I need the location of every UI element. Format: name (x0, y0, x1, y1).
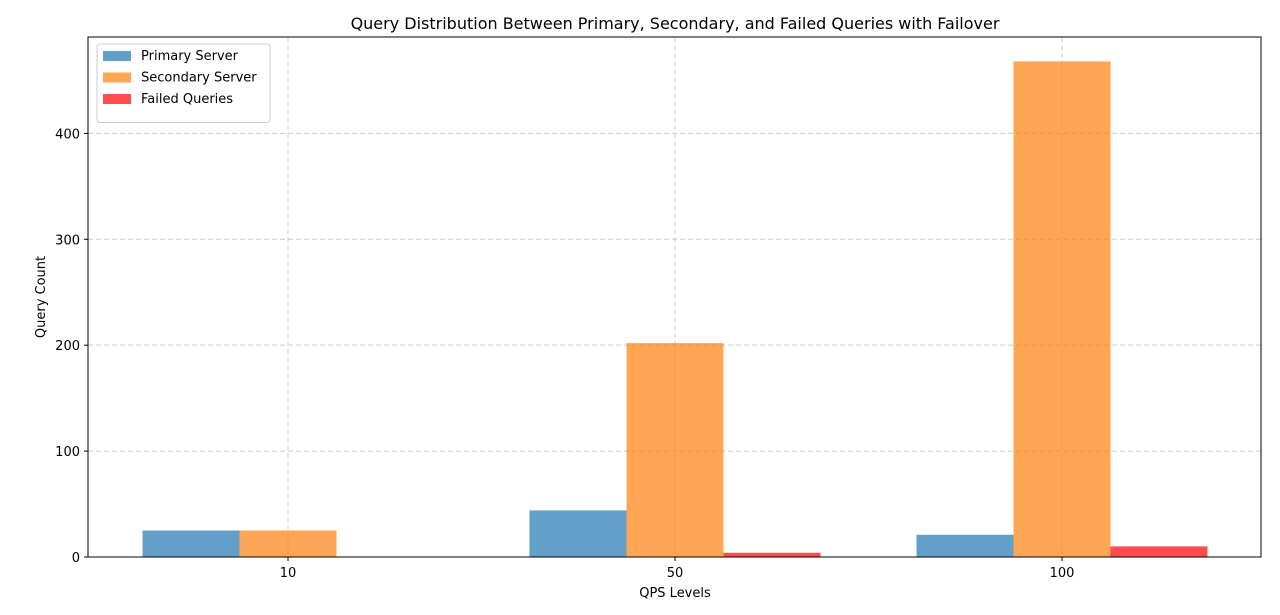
bar-failed-queries (1110, 546, 1208, 557)
legend: Primary Server Secondary Server Failed Que… (96, 43, 271, 123)
bar-failed-queries (723, 552, 821, 557)
bar-secondary-server (239, 530, 337, 557)
legend-swatch (103, 94, 131, 104)
y-axis: 0 100 200 300 400 (55, 127, 88, 566)
bar-primary-server (142, 530, 240, 557)
y-axis-title: Query Count (34, 256, 49, 338)
legend-swatch (103, 72, 131, 83)
bar-secondary-server (626, 343, 724, 557)
bar-primary-server (529, 510, 627, 557)
bars (142, 61, 1208, 557)
x-tick-label: 100 (1050, 566, 1075, 581)
y-tick-label: 0 (72, 551, 80, 566)
y-tick-label: 200 (55, 339, 80, 354)
y-tick-label: 300 (55, 233, 80, 248)
x-axis-title: QPS Levels (639, 586, 711, 601)
chart-title: Query Distribution Between Primary, Seco… (351, 14, 1000, 33)
legend-label: Primary Server (141, 49, 239, 64)
legend-box (96, 43, 271, 123)
legend-label: Failed Queries (141, 92, 233, 107)
y-tick-label: 100 (55, 445, 80, 460)
bar-secondary-server (1013, 61, 1111, 557)
y-tick-label: 400 (55, 127, 80, 142)
x-axis: 10 50 100 (280, 557, 1075, 581)
x-tick-label: 50 (667, 566, 684, 581)
legend-swatch (103, 51, 131, 61)
x-tick-label: 10 (280, 566, 297, 581)
legend-label: Secondary Server (141, 71, 257, 86)
bar-primary-server (916, 534, 1014, 557)
